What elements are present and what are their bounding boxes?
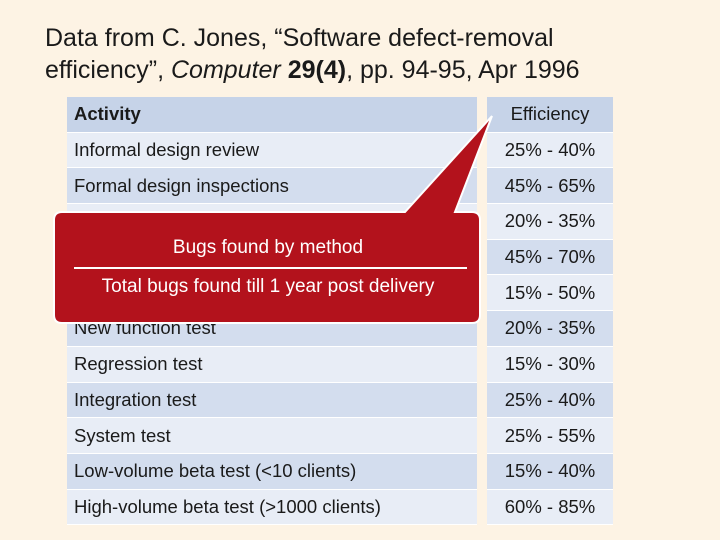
activity-cell: Informal design review [67,132,477,169]
callout-numerator: Bugs found by method [173,237,363,258]
activity-cell: System test [67,418,477,454]
table-row: Low-volume beta test (<10 clients) 15% - … [67,453,613,490]
activity-cell: Regression test [67,346,477,383]
efficiency-cell: 60% - 85% [487,489,613,526]
table-row: Integration test 25% - 40% [67,382,613,419]
title-text: efficiency”, [45,56,171,84]
efficiency-cell: 15% - 40% [487,453,613,490]
activity-cell: Integration test [67,382,477,419]
title: Data from C. Jones, “Software defect-rem… [45,22,580,86]
callout-shape [53,115,493,324]
efficiency-cell: 15% - 30% [487,346,613,383]
table-row: Informal design review 25% - 40% [67,132,613,169]
efficiency-cell: 25% - 40% [487,132,613,169]
efficiency-cell: 15% - 50% [487,275,613,312]
callout-denominator: Total bugs found till 1 year post delive… [102,276,435,297]
volume: 29(4) [287,56,347,84]
table-row: Formal design inspections 45% - 65% [67,168,613,205]
title-line: Data from C. Jones, “Software defect-rem… [45,22,580,54]
title-text: , pp. 94-95, Apr 1996 [346,56,580,84]
table-row: Regression test 15% - 30% [67,346,613,383]
efficiency-cell: 25% - 55% [487,418,613,454]
journal: Computer [170,56,281,84]
activity-cell: High-volume beta test (>1000 clients) [67,489,477,526]
activity-cell: Low-volume beta test (<10 clients) [67,453,477,490]
title-line: efficiency”, Computer 29(4), pp. 94-95, … [45,54,580,86]
header-cell: Efficiency [487,97,613,133]
header-cell: Activity [67,97,477,133]
efficiency-cell: 45% - 65% [487,168,613,205]
title-text: Data from C. Jones, “Software defect-rem… [45,24,554,52]
efficiency-cell: 20% - 35% [487,204,613,240]
activity-cell: Formal design inspections [67,168,477,205]
table-row: System test 25% - 55% [67,418,613,454]
efficiency-cell: 45% - 70% [487,239,613,276]
header-row: Activity Efficiency [67,97,613,133]
efficiency-cell: 20% - 35% [487,311,613,347]
efficiency-cell: 25% - 40% [487,382,613,419]
table-row: High-volume beta test (>1000 clients) 60%… [67,489,613,526]
